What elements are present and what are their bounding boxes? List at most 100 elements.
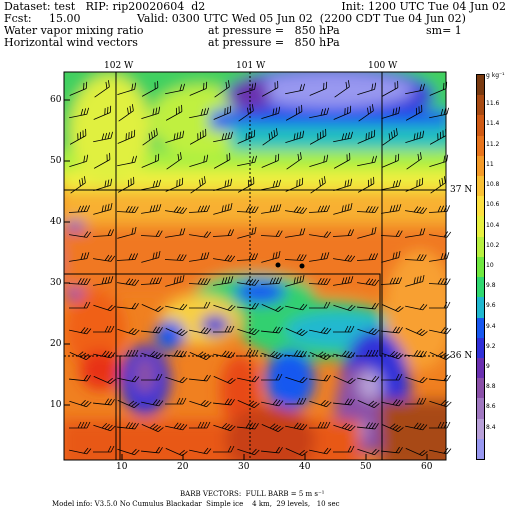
wind-barb: [309, 374, 331, 382]
y-tick-label: 60: [50, 95, 62, 105]
field1-level-label: at pressure = 850 hPa: [208, 24, 340, 37]
colorbar-label: 10.4: [486, 221, 500, 229]
wind-barb: [237, 327, 260, 336]
moisture-field: [64, 72, 446, 460]
wind-barb: [309, 231, 332, 238]
wind-barb: [189, 447, 212, 455]
wind-barb: [429, 351, 452, 361]
wind-barb: [93, 152, 111, 169]
wind-barb: [357, 302, 379, 310]
wind-barb: [117, 448, 140, 456]
wind-barb: [285, 303, 308, 311]
wind-barb: [165, 303, 188, 311]
forecast-label: Fcst: 15.00: [4, 12, 81, 25]
colorbar-swatch: [477, 398, 484, 420]
wind-barb: [309, 301, 331, 309]
wind-barb: [93, 254, 116, 262]
colorbar-label: 9.8: [486, 282, 496, 290]
wind-barb: [140, 230, 163, 237]
wind-barb: [333, 178, 353, 192]
wind-barb: [429, 107, 450, 119]
wind-barb: [429, 301, 451, 309]
wind-barb: [285, 228, 306, 238]
wind-barb: [262, 128, 278, 146]
wind-barb: [356, 205, 379, 213]
wind-barb: [117, 375, 140, 383]
wind-barb: [213, 445, 235, 453]
wind-barb: [116, 253, 139, 261]
wind-barb: [381, 106, 401, 120]
wind-barb: [189, 421, 211, 429]
colorbar-label: 11.2: [486, 140, 500, 148]
barb-legend: BARB VECTORS: FULL BARB = 5 m s⁻¹: [180, 490, 325, 498]
wind-barb: [429, 447, 452, 455]
wind-barb: [405, 130, 425, 144]
wind-barb: [381, 204, 402, 214]
wind-barb: [69, 107, 90, 119]
wind-barb: [429, 81, 448, 96]
wind-barb: [406, 152, 422, 170]
field2-level-label: at pressure = 850 hPa: [208, 36, 340, 49]
colorbar-unit: g kg⁻¹: [486, 72, 505, 79]
wind-barb: [429, 327, 452, 335]
y-tick-label: 30: [50, 278, 62, 288]
y-tick-label: 50: [50, 156, 62, 166]
wind-barb: [428, 205, 451, 213]
wind-barb: [237, 129, 256, 144]
wind-barb: [429, 399, 452, 408]
wind-barb: [93, 325, 115, 333]
wind-barb: [69, 327, 92, 335]
wind-barb: [213, 152, 231, 169]
wind-barb: [213, 350, 236, 359]
wind-barb: [165, 327, 188, 337]
wind-barb: [285, 327, 308, 337]
wind-barb: [333, 375, 356, 385]
wind-barb: [69, 128, 87, 145]
colorbar-swatch: [477, 115, 484, 137]
wind-barb: [309, 252, 330, 262]
colorbar-swatch: [477, 176, 484, 197]
wind-barb: [309, 447, 332, 455]
y-tick-label: 20: [50, 339, 62, 349]
wind-barb: [357, 375, 380, 383]
colorbar-label: 11.6: [486, 100, 500, 108]
latitude-label: 37 N: [450, 185, 473, 195]
wind-barb: [381, 350, 404, 360]
colorbar-swatch: [477, 95, 484, 116]
wind-barb: [405, 376, 428, 384]
wind-barb: [405, 275, 425, 287]
wind-barb: [69, 154, 89, 168]
wind-barb: [165, 350, 187, 358]
wind-barb: [117, 82, 137, 96]
wind-barb: [237, 399, 260, 409]
wind-barb: [188, 277, 211, 285]
wind-barb: [430, 176, 446, 194]
wind-barb: [93, 105, 112, 120]
wind-barb: [309, 81, 328, 96]
wind-barb: [405, 228, 426, 238]
wind-barb: [164, 254, 187, 261]
wind-barb: [405, 303, 428, 311]
wind-barb: [93, 398, 115, 406]
wind-barb: [261, 303, 284, 313]
wind-barb: [237, 422, 259, 430]
wind-barb: [405, 206, 428, 214]
wind-barb: [381, 373, 403, 381]
colorbar-swatch: [477, 155, 484, 177]
wind-barb: [165, 83, 186, 95]
colorbar-label: 9.4: [486, 322, 496, 330]
wind-barb: [142, 128, 158, 146]
wind-barb: [261, 179, 282, 191]
wind-barb: [333, 350, 356, 359]
wind-barb: [333, 203, 353, 215]
wind-barb: [405, 104, 423, 121]
wind-barb: [334, 80, 350, 98]
colorbar-swatch: [477, 418, 484, 440]
x-tick-label: 10: [116, 462, 128, 472]
wind-barb: [213, 422, 236, 432]
wind-barb: [236, 253, 259, 261]
y-tick-label: 40: [50, 217, 62, 227]
x-tick-label: 60: [421, 462, 433, 472]
wind-barb: [237, 155, 258, 167]
wind-barb: [141, 80, 159, 97]
